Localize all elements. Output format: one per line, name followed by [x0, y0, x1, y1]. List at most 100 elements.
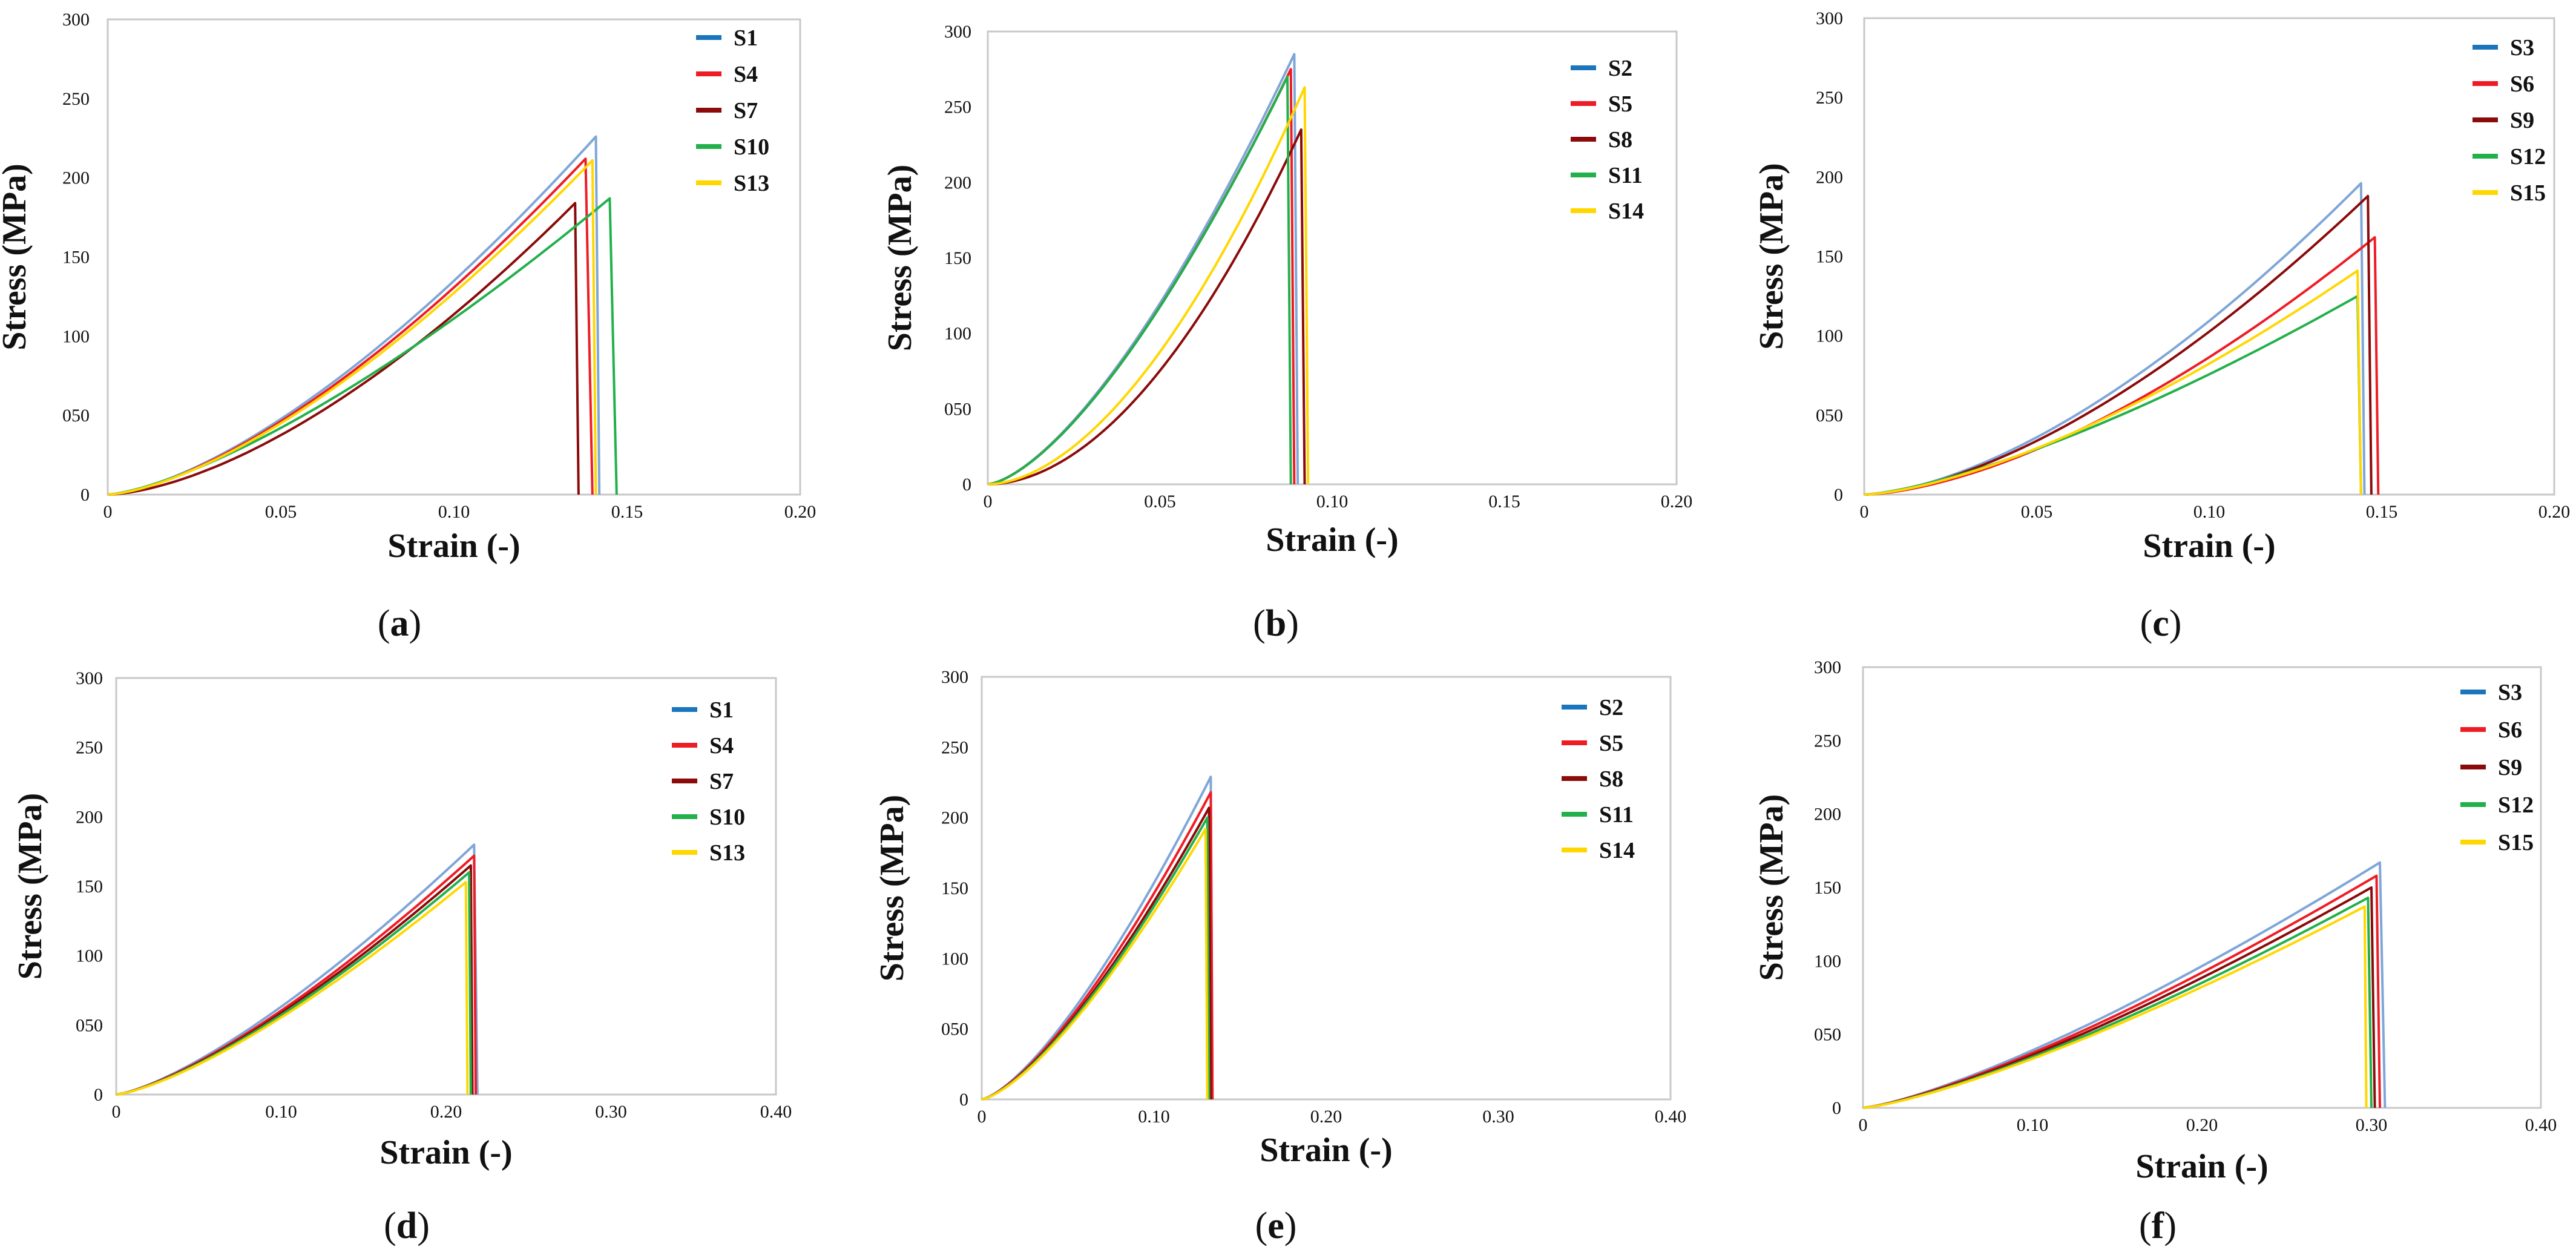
y-tick-label: 300 — [1814, 657, 1841, 677]
chart-panel-f: 0 050 100 150 200 250 300 0 0.10 0.20 0.30 0.40 Stra… — [1753, 657, 2557, 1246]
y-tick-label: 300 — [944, 22, 971, 42]
legend-label-s8: S8 — [1608, 127, 1632, 153]
legend-swatch-s7 — [696, 108, 721, 113]
y-tick-label: 150 — [62, 248, 90, 268]
legend-label-s11: S11 — [1599, 802, 1634, 828]
x-tick-label: 0.30 — [2356, 1115, 2388, 1135]
legend-swatch-s9 — [2460, 765, 2486, 769]
x-axis-title: Strain (-) — [2143, 527, 2275, 565]
legend-swatch-s7 — [672, 779, 697, 783]
legend-swatch-s9 — [2472, 117, 2498, 122]
x-tick-label: 0 — [984, 492, 993, 512]
x-tick-label: 0.20 — [1661, 492, 1693, 512]
x-tick-label: 0.30 — [595, 1102, 627, 1122]
y-tick-label: 150 — [1814, 878, 1841, 898]
plot-frame — [1863, 17, 2555, 496]
series-line-s4 — [107, 157, 594, 496]
y-tick-label: 050 — [944, 399, 971, 419]
plot-frame — [107, 18, 801, 496]
legend-swatch-s5 — [1562, 740, 1587, 745]
chart-panel-d: 0 050 100 150 200 250 300 0 0.10 0.20 0.30 0.40 Stra… — [12, 668, 792, 1246]
plot-frame — [1862, 666, 2542, 1109]
plot-frame — [987, 30, 1678, 486]
series-line-s6 — [1864, 236, 2380, 496]
legend-swatch-s5 — [1571, 101, 1596, 106]
x-tick-label: 0.10 — [1316, 492, 1349, 512]
legend-label-s8: S8 — [1599, 766, 1623, 792]
y-tick-label: 050 — [941, 1019, 968, 1039]
plot-frame — [115, 677, 777, 1096]
y-axis-title: Stress (MPa) — [873, 795, 911, 981]
y-tick-label: 150 — [1816, 247, 1843, 267]
series-line-s14 — [987, 86, 1310, 486]
legend-swatch-s13 — [672, 850, 697, 855]
y-tick-label: 100 — [941, 949, 968, 969]
legend-swatch-s15 — [2460, 840, 2486, 845]
panel-label: (f) — [2139, 1205, 2177, 1246]
chart-panel-b: 0 050 100 150 200 250 300 0 0.05 0.10 0.15 0.20 Stra… — [881, 22, 1692, 644]
series-line-s2 — [987, 53, 1300, 486]
legend-label-s5: S5 — [1608, 91, 1632, 117]
legend-label-s6: S6 — [2510, 71, 2534, 97]
x-tick-label: 0.40 — [1655, 1107, 1687, 1127]
legend-label-s7: S7 — [734, 98, 758, 123]
y-tick-label: 100 — [62, 326, 90, 346]
chart-panel-e: 0 050 100 150 200 250 300 0 0.10 0.20 0.30 0.40 Stra… — [873, 667, 1686, 1246]
y-tick-label: 0 — [80, 485, 90, 505]
x-axis-title: Strain (-) — [2135, 1148, 2268, 1185]
plot-frame — [981, 676, 1672, 1101]
legend-label-s14: S14 — [1599, 838, 1635, 863]
legend-swatch-s2 — [1571, 65, 1596, 70]
y-tick-label: 250 — [76, 738, 103, 758]
panel-label: (e) — [1255, 1205, 1297, 1246]
legend-swatch-s14 — [1571, 208, 1596, 213]
y-tick-label: 200 — [1814, 805, 1841, 825]
series-line-s11 — [987, 75, 1292, 486]
x-tick-label: 0.20 — [430, 1102, 462, 1122]
x-axis-title: Strain (-) — [387, 527, 520, 565]
series-line-s9 — [1864, 194, 2373, 496]
x-tick-label: 0.15 — [611, 502, 643, 522]
legend-swatch-s3 — [2460, 690, 2486, 694]
legend-label-s2: S2 — [1599, 695, 1623, 720]
x-tick-label: 0.20 — [1310, 1107, 1342, 1127]
series-line-s13 — [107, 159, 597, 496]
y-tick-label: 200 — [941, 808, 968, 828]
series-line-s15 — [1862, 905, 2368, 1109]
legend-swatch-s11 — [1562, 812, 1587, 817]
series-line-s2 — [981, 776, 1214, 1101]
panel-label: (c) — [2140, 603, 2182, 644]
x-tick-label: 0.20 — [2186, 1115, 2218, 1135]
x-tick-label: 0 — [1859, 1115, 1868, 1135]
x-tick-label: 0.40 — [2525, 1115, 2557, 1135]
chart-panel-c: 0 050 100 150 200 250 300 0 0.05 0.10 0.15 0.20 Stra… — [1753, 8, 2570, 644]
y-tick-label: 100 — [944, 324, 971, 344]
legend-label-s1: S1 — [709, 697, 734, 723]
legend-swatch-s10 — [696, 144, 721, 149]
series-line-s7 — [107, 202, 580, 496]
y-tick-label: 250 — [1814, 731, 1841, 751]
legend-swatch-s8 — [1562, 776, 1587, 781]
legend-label-s4: S4 — [709, 733, 734, 759]
legend-swatch-s4 — [672, 743, 697, 748]
x-tick-label: 0.15 — [2366, 502, 2398, 522]
legend-label-s14: S14 — [1608, 199, 1644, 224]
x-tick-label: 0.05 — [2021, 502, 2053, 522]
legend-label-s4: S4 — [734, 62, 758, 87]
y-axis-title: Stress (MPa) — [1753, 794, 1790, 981]
y-tick-label: 050 — [1816, 406, 1843, 426]
series-line-s12 — [1864, 295, 2362, 496]
y-axis-title: Stress (MPa) — [12, 793, 49, 980]
x-tick-label: 0.40 — [760, 1102, 792, 1122]
legend-label-s12: S12 — [2510, 144, 2546, 170]
legend-label-s1: S1 — [734, 25, 758, 51]
series-line-s1 — [116, 843, 479, 1096]
legend-swatch-s11 — [1571, 173, 1596, 177]
series-line-s5 — [987, 68, 1296, 486]
y-tick-label: 100 — [1816, 326, 1843, 346]
series-line-s13 — [116, 881, 469, 1096]
y-tick-label: 200 — [62, 168, 90, 188]
panel-label: (a) — [378, 603, 421, 644]
x-tick-label: 0 — [112, 1102, 121, 1122]
